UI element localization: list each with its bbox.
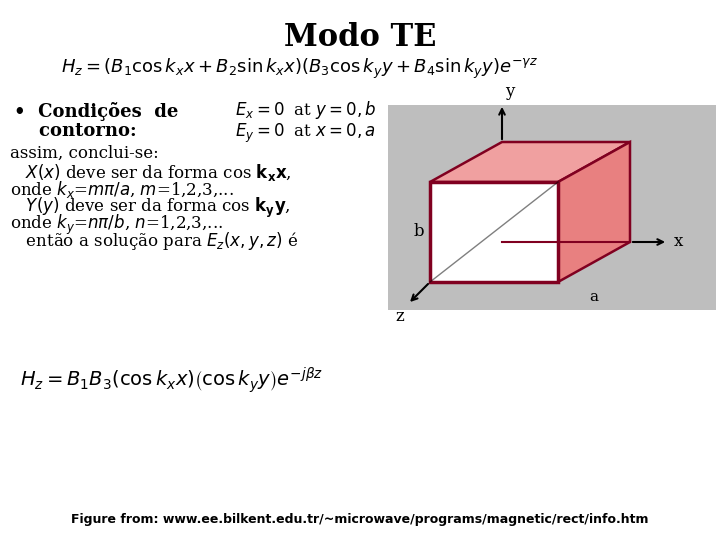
Text: $E_y = 0\;$ at $x = 0, a$: $E_y = 0\;$ at $x = 0, a$ [235,122,376,145]
Text: z: z [395,308,404,325]
Text: $H_z = B_1 B_3\left(\cos k_x x\right)\left(\cos k_y y\right)e^{-j\beta z}$: $H_z = B_1 B_3\left(\cos k_x x\right)\le… [20,365,323,395]
Bar [388,105,716,310]
Text: $H_z = (B_1\cos k_x x + B_2\sin k_x x)(B_3\cos k_y y + B_4\sin k_y y)e^{-\gamma : $H_z = (B_1\cos k_x x + B_2\sin k_x x)(B… [61,57,539,81]
Text: então a solução para $E_z(x,y,z)$ é: então a solução para $E_z(x,y,z)$ é [10,230,298,252]
Text: assim, conclui-se:: assim, conclui-se: [10,145,158,162]
Text: $X(x)$ deve ser da forma cos $\mathbf{k_x x}$,: $X(x)$ deve ser da forma cos $\mathbf{k_… [10,162,292,183]
Text: $Y(y)$ deve ser da forma cos $\mathbf{k_y y}$,: $Y(y)$ deve ser da forma cos $\mathbf{k_… [10,196,291,220]
Text: onde $k_y$=$n\pi/b$, $n$=1,2,3,...: onde $k_y$=$n\pi/b$, $n$=1,2,3,... [10,213,223,237]
Polygon shape [430,142,630,182]
Text: x: x [674,233,683,251]
Text: a: a [590,290,598,304]
Text: Modo TE: Modo TE [284,22,436,53]
Text: •  Condições  de: • Condições de [14,102,179,121]
Text: $E_x = 0\;$ at $y = 0, b$: $E_x = 0\;$ at $y = 0, b$ [235,99,377,121]
Polygon shape [430,182,558,282]
Text: Figure from: www.ee.bilkent.edu.tr/~microwave/programs/magnetic/rect/info.htm: Figure from: www.ee.bilkent.edu.tr/~micr… [71,513,649,526]
Text: contorno:: contorno: [14,122,137,140]
Polygon shape [558,142,630,282]
Text: onde $k_x$=$m\pi/a$, $m$=1,2,3,...: onde $k_x$=$m\pi/a$, $m$=1,2,3,... [10,179,234,200]
Text: b: b [413,224,424,240]
Text: y: y [505,83,514,100]
